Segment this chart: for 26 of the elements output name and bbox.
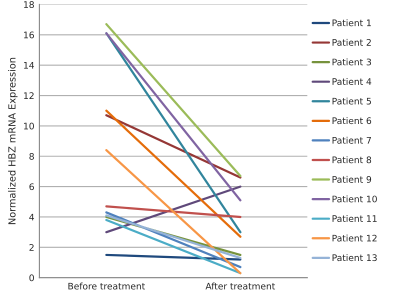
legend-label: Patient 10 [332, 195, 377, 202]
x-tick-label: Before treatment [68, 282, 145, 290]
legend-label: Patient 13 [332, 254, 377, 262]
legend-label: Patient 8 [332, 156, 372, 164]
y-tick-label: 12 [24, 92, 34, 99]
y-tick-label: 2 [29, 244, 34, 251]
y-tick-label: 14 [24, 62, 34, 69]
legend-label: Patient 9 [332, 176, 372, 183]
legend-label: Patient 3 [332, 58, 372, 66]
legend-label: Patient 11 [332, 214, 377, 222]
y-tick-label: 16 [24, 32, 34, 38]
legend-label: Patient 5 [332, 98, 371, 105]
legend-label: Patient 12 [332, 234, 377, 242]
legend-label: Patient 7 [332, 136, 371, 144]
y-tick-label: 8 [29, 152, 34, 160]
y-tick-label: 18 [24, 1, 34, 8]
y-axis-title: Normalized HBZ mRNA Expression [8, 58, 18, 224]
y-tick-label: 4 [29, 214, 34, 220]
legend-label: Patient 2 [332, 38, 371, 46]
y-tick-label: 0 [29, 274, 34, 282]
y-tick-label: 6 [29, 183, 34, 190]
legend-label: Patient 6 [332, 117, 372, 124]
x-tick-label: After treatment [206, 282, 276, 290]
legend-label: Patient 4 [332, 78, 372, 85]
y-tick-label: 10 [24, 122, 34, 130]
legend-label: Patient 1 [332, 19, 371, 26]
